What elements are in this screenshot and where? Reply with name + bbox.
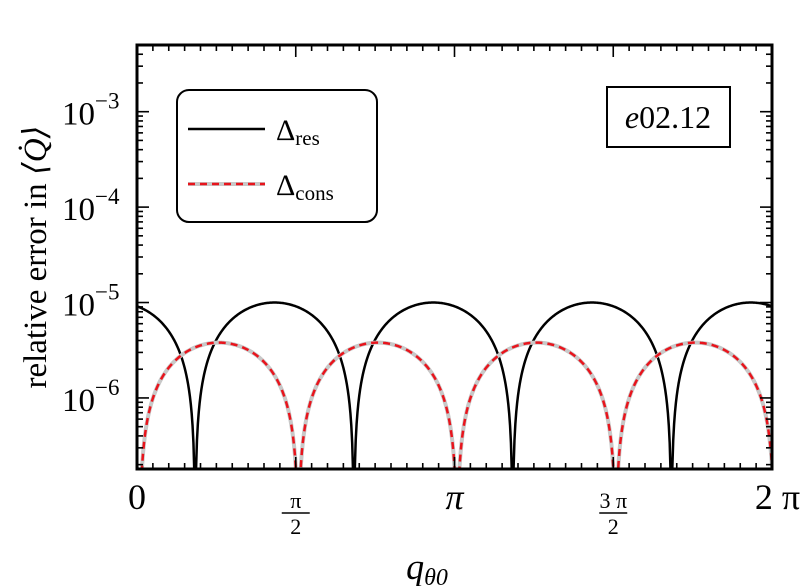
y-tick-label: 10−5: [62, 280, 119, 324]
y-tick-label: 10−3: [62, 89, 119, 133]
legend-box: [176, 89, 378, 223]
x-tick-label: 3 π2: [599, 488, 628, 539]
x-tick-label: π2: [281, 488, 310, 539]
annotation: e02.12: [606, 86, 731, 148]
svg-text:3 π: 3 π: [599, 488, 627, 513]
svg-text:2: 2: [290, 514, 301, 539]
legend: Δres Δcons: [176, 89, 378, 223]
x-axis-label: qθ0: [406, 547, 448, 586]
svg-text:2: 2: [608, 514, 619, 539]
ticks-layer: 10−610−510−410−30 π2π 3 π22 π: [62, 44, 800, 539]
y-tick-label: 10−4: [62, 184, 120, 228]
y-axis-label: relative error in ⟨Q̇⟩: [18, 125, 54, 388]
legend-label-res: Δres: [276, 114, 320, 150]
legend-label-cons: Δcons: [276, 169, 334, 205]
svg-text:π: π: [290, 488, 301, 513]
x-tick-label: 0: [128, 477, 146, 517]
series-res-line: [137, 301, 772, 469]
annotation-box: [606, 86, 731, 148]
x-tick-label: 2 π: [755, 477, 800, 517]
y-tick-label: 10−6: [62, 375, 119, 419]
annotation-text: e02.12: [625, 99, 711, 135]
x-tick-label: π: [445, 477, 464, 517]
